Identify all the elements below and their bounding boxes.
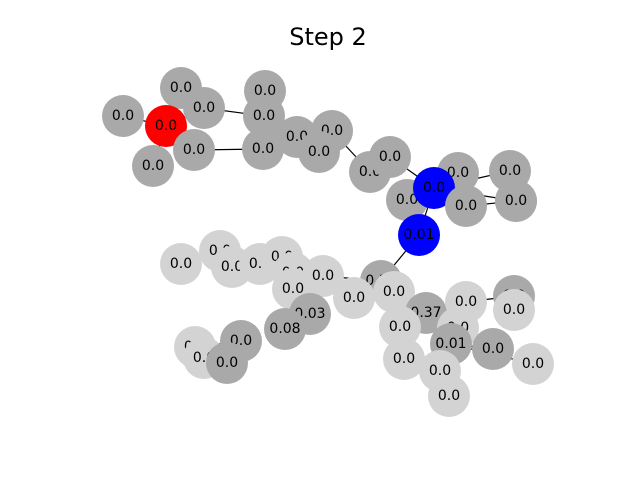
node-circle xyxy=(495,180,537,222)
graph-node: 0.0 xyxy=(493,289,535,331)
graph-node: 0.0 xyxy=(373,271,415,313)
node-circle xyxy=(132,145,174,187)
node-label: 0.0 xyxy=(343,290,365,306)
graph-node: 0.0 xyxy=(298,131,340,173)
node-label: 0.0 xyxy=(383,284,405,300)
node-label: 0.0 xyxy=(221,259,243,275)
graph-node: 0.0 xyxy=(333,277,375,319)
node-circle xyxy=(333,277,375,319)
node-label: 0.0 xyxy=(183,142,205,158)
node-label: 0.0 xyxy=(455,294,477,310)
node-circle xyxy=(264,308,306,350)
graph-node: 0.0 xyxy=(132,145,174,187)
node-circle xyxy=(369,136,411,178)
node-circle xyxy=(242,128,284,170)
node-label: 0.0 xyxy=(389,319,411,335)
graph-nodes: 0.00.00.00.00.00.00.00.00.00.0 0.00.00.00… xyxy=(102,67,554,417)
node-circle xyxy=(243,95,285,137)
node-label: 0.0 xyxy=(499,163,521,179)
graph-node: 0.0 xyxy=(413,167,455,209)
node-label: 0.0 xyxy=(170,80,192,96)
node-label: 0.0 xyxy=(505,193,527,209)
graph-node: 0.0 xyxy=(173,129,215,171)
node-label: 0.0 xyxy=(429,363,451,379)
node-circle xyxy=(383,338,425,380)
node-label: 0.0 xyxy=(455,198,477,214)
node-label: 0.0 xyxy=(170,256,192,272)
graph-node: 0.0 xyxy=(242,128,284,170)
node-label: 0.0 xyxy=(193,100,215,116)
node-circle xyxy=(145,105,187,147)
node-circle xyxy=(302,255,344,297)
node-label: 0.0 xyxy=(312,268,334,284)
node-label: 0.0 xyxy=(503,302,525,318)
graph-node: 0.0 xyxy=(379,306,421,348)
graph-node: 0.0 xyxy=(102,95,144,137)
node-circle xyxy=(206,342,248,384)
graph-node: 0.0 xyxy=(428,375,470,417)
node-label: 0.0 xyxy=(142,158,164,174)
node-label: 0.0 xyxy=(253,108,275,124)
graph-node: 0.0 xyxy=(183,87,225,129)
node-label: 0.0 xyxy=(216,355,238,371)
graph-node: 0.08 xyxy=(264,308,306,350)
node-label: 0.01 xyxy=(403,227,434,243)
graph-node: 0.0 xyxy=(243,95,285,137)
graph-node: 0.0 xyxy=(472,328,514,370)
node-label: 0.0 xyxy=(482,341,504,357)
graph-node: 0.0 xyxy=(512,343,554,385)
node-label: 0.0 xyxy=(155,118,177,134)
figure-title: Step 2 xyxy=(289,23,367,51)
node-label: 0.0 xyxy=(254,83,276,99)
node-circle xyxy=(413,167,455,209)
graph-node: 0.0 xyxy=(369,136,411,178)
node-circle xyxy=(472,328,514,370)
node-label: 0.0 xyxy=(282,281,304,297)
node-label: 0.0 xyxy=(447,165,469,181)
node-circle xyxy=(493,289,535,331)
node-circle xyxy=(160,243,202,285)
node-label: 0.08 xyxy=(269,321,300,337)
node-circle xyxy=(373,271,415,313)
node-circle xyxy=(379,306,421,348)
node-label: 0.0 xyxy=(393,351,415,367)
node-label: 0.0 xyxy=(112,108,134,124)
node-label: 0.0 xyxy=(379,149,401,165)
node-label: 0.01 xyxy=(435,336,466,352)
node-circle xyxy=(298,131,340,173)
graph-node: 0.0 xyxy=(383,338,425,380)
graph-node: 0.0 xyxy=(445,185,487,227)
node-circle xyxy=(398,214,440,256)
node-label: 0.0 xyxy=(396,192,418,208)
graph-node: 0.0 xyxy=(160,243,202,285)
node-circle xyxy=(173,129,215,171)
node-label: 0.0 xyxy=(423,180,445,196)
node-circle xyxy=(183,87,225,129)
graph-node: 0.0 xyxy=(145,105,187,147)
graph-node: 0.0 xyxy=(302,255,344,297)
node-label: 0.0 xyxy=(308,144,330,160)
graph-node: 0.0 xyxy=(206,342,248,384)
node-circle xyxy=(428,375,470,417)
node-circle xyxy=(512,343,554,385)
node-label: 0.0 xyxy=(438,388,460,404)
graph-node: 0.0 xyxy=(495,180,537,222)
graph-node: 0.01 xyxy=(398,214,440,256)
node-label: 0.0 xyxy=(252,141,274,157)
node-label: 0.0 xyxy=(522,356,544,372)
node-circle xyxy=(102,95,144,137)
node-circle xyxy=(445,185,487,227)
